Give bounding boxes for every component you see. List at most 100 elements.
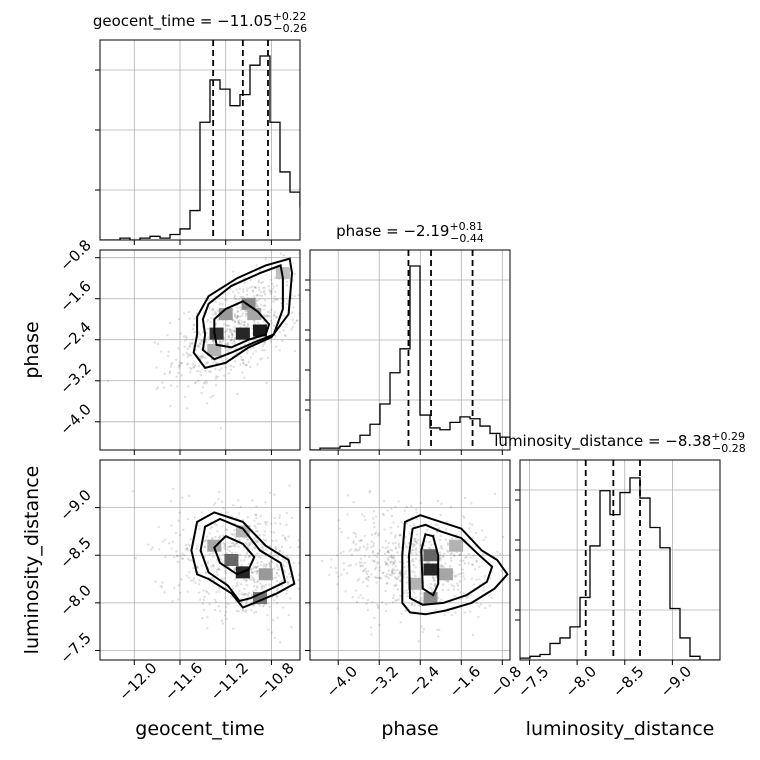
sample-point (271, 618, 275, 622)
sample-point (226, 328, 229, 331)
sample-point (438, 556, 442, 560)
sample-point (406, 546, 409, 549)
sample-point (501, 535, 505, 539)
sample-point (382, 499, 386, 503)
sample-point (192, 579, 195, 582)
sample-point (233, 528, 236, 532)
sample-point (359, 557, 363, 560)
sample-point (230, 532, 233, 536)
sample-point (373, 554, 376, 557)
sample-point (233, 326, 236, 329)
sample-point (336, 583, 339, 586)
sample-point (524, 602, 526, 604)
sample-point (376, 552, 379, 555)
sample-point (465, 596, 468, 600)
tick-label: −7.5 (56, 629, 94, 667)
sample-point (363, 554, 366, 558)
sample-point (473, 568, 477, 571)
sample-point (167, 354, 170, 358)
contour-line (401, 514, 509, 616)
sample-point (235, 542, 239, 545)
sample-point (174, 358, 178, 361)
sample-point (390, 574, 393, 577)
sample-point (184, 339, 187, 342)
sample-point (263, 603, 266, 607)
sample-point (398, 534, 402, 537)
sample-point (217, 491, 221, 494)
sample-point (203, 595, 206, 599)
sample-point (411, 552, 414, 555)
sample-point (265, 563, 268, 566)
sample-point (293, 272, 296, 276)
sample-point (278, 516, 281, 519)
sample-point (253, 580, 257, 584)
sample-point (221, 340, 224, 343)
sample-point (256, 580, 260, 583)
sample-point (235, 541, 238, 545)
contour-line (213, 300, 271, 349)
sample-point (229, 595, 233, 598)
sample-point (244, 541, 248, 544)
sample-point (193, 323, 196, 326)
sample-point (363, 534, 366, 538)
sample-point (382, 571, 385, 574)
sample-point (202, 589, 205, 592)
sample-point (332, 250, 334, 252)
sample-point (404, 609, 407, 612)
sample-point (241, 312, 244, 315)
sample-point (386, 550, 389, 554)
sample-point (248, 577, 251, 581)
sample-point (258, 269, 262, 272)
sample-point (372, 542, 375, 545)
sample-point (246, 287, 249, 290)
sample-point (226, 324, 229, 327)
tick-label: −9.0 (56, 486, 94, 524)
sample-point (285, 555, 289, 558)
sample-point (263, 286, 266, 289)
sample-point (214, 535, 217, 539)
sample-point (196, 565, 199, 569)
sample-point (269, 340, 272, 343)
sample-point (389, 526, 392, 529)
sample-point (387, 551, 390, 554)
sample-point (239, 582, 243, 586)
sample-point (238, 553, 242, 557)
sample-point (226, 511, 229, 514)
sample-point (354, 543, 358, 546)
sample-point (217, 497, 220, 501)
sample-point (446, 579, 450, 583)
sample-point (380, 600, 384, 604)
sample-point (418, 550, 421, 554)
sample-point (413, 603, 416, 607)
sample-point (222, 542, 225, 545)
sample-point (268, 491, 272, 495)
sample-point (439, 546, 443, 549)
sample-point (230, 551, 234, 555)
sample-point (191, 327, 195, 331)
sample-point (241, 359, 245, 362)
scatter-panel-phase-luminosity_distance (310, 460, 526, 660)
sample-point (265, 381, 268, 385)
sample-point (459, 591, 462, 594)
sample-point (246, 324, 250, 327)
sample-point (292, 306, 295, 309)
sample-point (441, 564, 445, 568)
sample-point (202, 598, 206, 602)
sample-point (160, 350, 163, 353)
sample-point (398, 579, 402, 583)
sample-point (287, 580, 290, 584)
sample-point (226, 528, 229, 532)
sample-point (213, 523, 217, 526)
sample-point (354, 547, 358, 551)
sample-point (260, 543, 263, 546)
sample-point (268, 544, 272, 548)
sample-point (213, 608, 217, 612)
sample-point (189, 354, 192, 357)
sample-point (234, 297, 237, 301)
sample-point (255, 570, 259, 573)
sample-point (276, 568, 279, 571)
sample-point (267, 285, 270, 288)
tick-label: −8.5 (56, 534, 94, 572)
sample-point (400, 612, 403, 616)
scatter-frame (99, 249, 301, 451)
